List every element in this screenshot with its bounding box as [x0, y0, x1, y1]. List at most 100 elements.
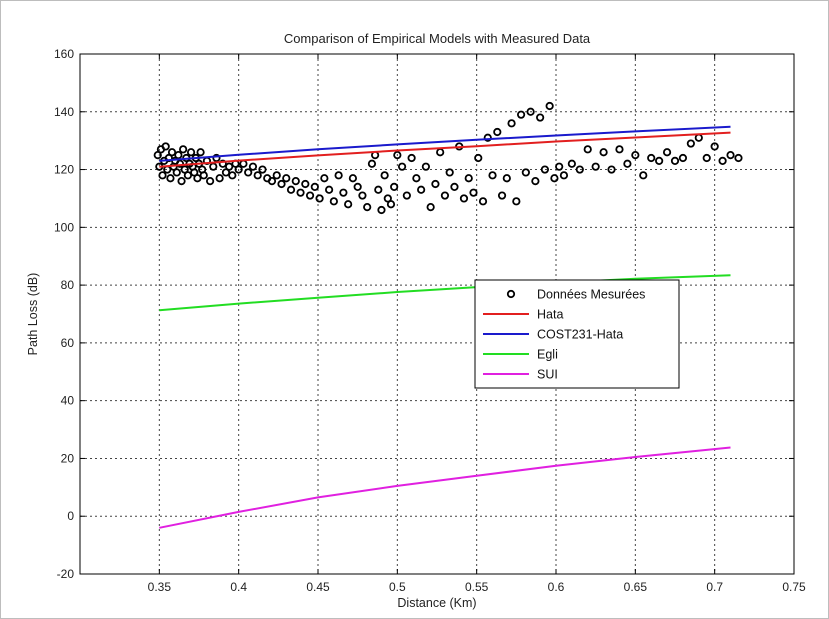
- measured-data-point: [734, 153, 743, 163]
- measured-data-point: [512, 197, 521, 206]
- measured-data-point: [272, 171, 281, 180]
- measured-data-point: [228, 171, 237, 180]
- measured-data-point: [526, 107, 535, 116]
- cost231-hata-series-line: [159, 125, 731, 162]
- y-tick-label: 20: [61, 451, 75, 465]
- measured-data-point: [172, 168, 181, 177]
- measured-data-point: [380, 171, 389, 180]
- x-tick-label: 0.45: [306, 580, 330, 594]
- measured-data-point: [469, 188, 478, 197]
- legend-label: COST231-Hata: [537, 328, 623, 342]
- measured-data-point: [196, 148, 205, 157]
- measured-data-point: [623, 159, 632, 168]
- measured-data-point: [282, 174, 291, 183]
- measured-data-point: [493, 127, 502, 137]
- measured-data-point: [320, 174, 329, 183]
- y-tick-label: 80: [61, 278, 75, 292]
- measured-data-point: [478, 197, 488, 206]
- measured-data-point: [367, 159, 377, 168]
- measured-data-point: [436, 148, 445, 157]
- x-tick-label: 0.75: [782, 580, 806, 594]
- measured-data-point: [215, 174, 224, 183]
- measured-data-point: [218, 159, 227, 168]
- measured-data-point: [234, 165, 243, 174]
- measured-data-point: [417, 185, 426, 194]
- measured-data-point: [377, 205, 386, 215]
- legend-label: Egli: [537, 348, 558, 362]
- measured-data-point: [426, 203, 435, 212]
- legend-label: SUI: [537, 368, 558, 382]
- measured-data-point: [334, 171, 343, 180]
- measured-data-point: [483, 133, 492, 142]
- y-tick-label: -20: [57, 567, 75, 581]
- measured-data-point: [567, 159, 576, 168]
- measured-data-point: [655, 156, 664, 165]
- measured-data-point: [239, 159, 248, 168]
- measured-data-point: [407, 153, 416, 163]
- measured-data-point: [310, 182, 319, 191]
- measured-data-point: [521, 168, 530, 177]
- measured-data-point: [599, 148, 608, 157]
- measured-data-point: [639, 171, 648, 180]
- hata-series-line: [159, 131, 731, 168]
- measured-data-point: [670, 156, 680, 165]
- measured-data-point: [175, 159, 185, 168]
- measured-data-point: [575, 165, 584, 174]
- measured-data-point: [502, 174, 511, 183]
- measured-data-point: [607, 165, 616, 174]
- measured-data-point: [199, 171, 208, 180]
- measured-data-point: [390, 182, 399, 191]
- x-tick-label: 0.7: [706, 580, 723, 594]
- measured-data-point: [374, 185, 383, 194]
- ticks-layer: 0.35 0.4 0.45 0.5 0.55 0.6 0.65 0.7 0.75 -20 0 20 40…: [54, 47, 806, 594]
- measured-data-point: [545, 101, 554, 111]
- y-tick-label: 160: [54, 47, 74, 61]
- egli-series-line: [159, 274, 731, 312]
- measured-data-point: [206, 177, 215, 186]
- measured-data-point: [353, 182, 362, 191]
- measured-data-point: [296, 188, 305, 197]
- y-tick-label: 140: [54, 105, 74, 119]
- measured-data-point: [583, 145, 592, 154]
- y-tick-label: 40: [61, 394, 75, 408]
- measured-data-point: [440, 191, 450, 200]
- measured-data-point: [244, 168, 253, 177]
- legend-marker-measured: [506, 289, 516, 299]
- x-axis-title: Distance (Km): [397, 596, 476, 610]
- measured-data-point: [550, 174, 559, 183]
- measured-data-point: [209, 162, 218, 171]
- legend-label: Données Mesurées: [537, 288, 645, 302]
- measured-data-point: [348, 174, 358, 183]
- measured-data-point: [507, 119, 516, 128]
- measured-data-point: [647, 153, 656, 163]
- sui-series-line: [159, 446, 731, 529]
- measured-data-point: [325, 185, 334, 194]
- measured-data-point: [694, 133, 703, 142]
- measured-data-point: [710, 142, 719, 151]
- y-tick-label: 0: [67, 509, 74, 523]
- measured-data-point: [702, 153, 711, 163]
- y-tick-label: 120: [54, 163, 74, 177]
- measured-data-point: [678, 153, 688, 163]
- measured-data-point: [286, 185, 296, 194]
- x-tick-label: 0.5: [389, 580, 406, 594]
- measured-data-point: [386, 200, 396, 209]
- x-tick-label: 0.55: [465, 580, 489, 594]
- measured-data-point: [212, 153, 221, 163]
- measured-data-point: [225, 162, 234, 171]
- measured-data-point: [183, 171, 192, 180]
- measured-data-point: [158, 171, 167, 180]
- measured-data-point: [531, 177, 540, 186]
- measured-data-point: [291, 177, 300, 186]
- measured-data-point: [177, 177, 186, 186]
- measured-data-point: [402, 191, 411, 200]
- x-tick-label: 0.4: [230, 580, 247, 594]
- measured-data-point: [397, 162, 407, 171]
- measured-data-point: [305, 191, 315, 200]
- measured-data-point: [301, 179, 310, 189]
- measured-data-point: [363, 203, 372, 212]
- measured-data-point: [193, 174, 202, 183]
- measured-data-point: [450, 182, 459, 191]
- measured-data-point: [555, 162, 564, 171]
